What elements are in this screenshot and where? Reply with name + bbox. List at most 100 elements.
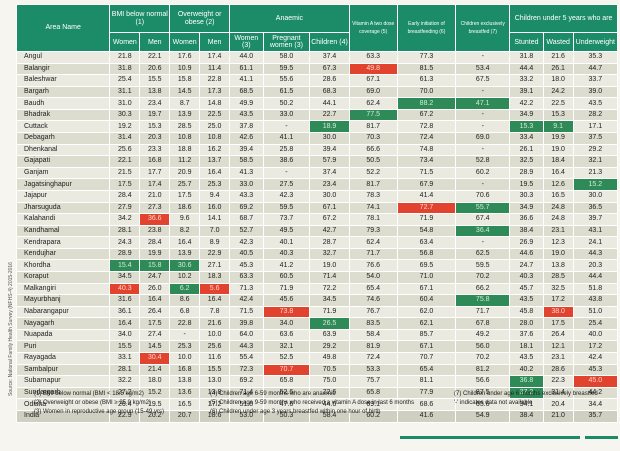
value-cell: 49.9 — [229, 97, 264, 110]
value-cell: 16.5 — [169, 398, 201, 411]
header-stunted: Stunted — [509, 32, 544, 52]
value-cell: 27.1 — [199, 259, 231, 272]
value-cell: - — [455, 51, 511, 64]
area-name-cell: Bhadrak — [15, 108, 111, 122]
header-anaemic-children: Children (4) — [309, 32, 350, 52]
value-cell: 17.5 — [169, 189, 201, 203]
value-cell: 36.8 — [509, 375, 544, 388]
table-row: Bhadrak 30.3 19.7 13.9 22.5 43.5 33.0 22.7 77.5 6… — [15, 108, 619, 122]
area-name-cell: Nuapada — [15, 328, 111, 342]
value-cell: 45.3 — [572, 363, 619, 377]
table-row: Balangir 31.8 20.6 10.9 11.4 61.1 59.5 67.3 49.8… — [15, 62, 619, 76]
value-cell: 19.0 — [542, 143, 574, 157]
value-cell: 71.7 — [348, 247, 398, 261]
value-cell: 71.3 — [229, 282, 264, 296]
area-name-cell: Debagarh — [15, 132, 111, 145]
value-cell: 40.3 — [262, 247, 311, 261]
value-cell: 71.7 — [455, 305, 511, 319]
value-cell: 81.5 — [396, 62, 457, 76]
value-cell: 43.8 — [572, 294, 619, 307]
value-cell: 7.0 — [199, 224, 231, 238]
area-name-cell: Baleshwar — [15, 74, 111, 87]
value-cell: 20.2 — [139, 409, 171, 423]
value-cell: 27.9 — [109, 201, 141, 215]
value-cell: 63.3 — [229, 271, 264, 284]
value-cell: 70.0 — [396, 85, 457, 99]
value-cell: 9.1 — [542, 120, 574, 134]
value-cell: 13.8 — [139, 85, 171, 99]
value-cell: 34.2 — [109, 213, 141, 226]
value-cell: 37.8 — [229, 120, 264, 134]
value-cell: 31.6 — [109, 294, 141, 307]
table-row: Bargarh 31.1 13.8 14.5 17.3 68.5 61.5 68.3 69.0 7… — [15, 85, 619, 99]
value-cell: 67.1 — [396, 282, 457, 296]
value-cell: 33.0 — [262, 108, 311, 122]
value-cell: 54.0 — [348, 271, 398, 284]
value-cell: 23.8 — [139, 224, 171, 238]
area-name-cell: India — [15, 409, 111, 423]
value-cell: 42.3 — [262, 189, 311, 203]
value-cell: 70.5 — [309, 363, 350, 377]
value-cell: 49.5 — [262, 224, 311, 238]
value-cell: 21.4 — [139, 363, 171, 377]
area-name-cell: Kendujhar — [15, 247, 111, 261]
decorative-bar — [400, 436, 580, 439]
area-name-cell: Malkangiri — [15, 282, 111, 296]
value-cell: 6.8 — [169, 305, 201, 319]
value-cell: 44.4 — [509, 62, 544, 76]
value-cell: 25.0 — [199, 120, 231, 134]
area-name-cell: Koraput — [15, 271, 111, 284]
value-cell: 37.5 — [572, 132, 619, 145]
value-cell: 52.2 — [348, 166, 398, 180]
value-cell: 63.4 — [396, 236, 457, 249]
value-cell: 70.3 — [348, 132, 398, 145]
value-cell: 42.2 — [509, 97, 544, 110]
value-cell: 37.4 — [309, 166, 350, 180]
value-cell: 75.7 — [348, 375, 398, 388]
value-cell: 24.8 — [542, 201, 574, 215]
value-cell: 72.3 — [229, 363, 264, 377]
value-cell: 47.1 — [455, 97, 511, 110]
value-cell: - — [455, 120, 511, 134]
area-name-cell: Mayurbhanj — [15, 294, 111, 307]
value-cell: 41.1 — [262, 132, 311, 145]
area-name-cell: Bargarh — [15, 85, 111, 99]
value-cell: 81.1 — [396, 375, 457, 388]
footnote: '-' indicates data not available — [454, 400, 533, 406]
value-cell: 19.2 — [109, 120, 141, 134]
value-cell: 52.5 — [262, 352, 311, 365]
value-cell: 36.1 — [109, 305, 141, 319]
value-cell: 17.2 — [542, 294, 574, 307]
value-cell: 10.0 — [169, 352, 201, 365]
value-cell: 61.5 — [262, 85, 311, 99]
value-cell: 49.2 — [455, 328, 511, 342]
value-cell: 35.3 — [572, 51, 619, 64]
value-cell: 45.8 — [509, 305, 544, 319]
value-cell: 51.0 — [229, 398, 264, 411]
header-wasted: Wasted — [542, 32, 574, 52]
table-header: Area Name BMI below normal (1) Overweigh… — [15, 4, 619, 52]
value-cell: 28.1 — [109, 224, 141, 238]
value-cell: 55.7 — [455, 201, 511, 215]
header-early-breastfeeding: Early initiation of breastfeeding (6) — [396, 4, 457, 52]
value-cell: 32.1 — [572, 155, 619, 168]
value-cell: 14.5 — [169, 85, 201, 99]
value-cell: 39.7 — [572, 213, 619, 226]
value-cell: 30.0 — [309, 189, 350, 203]
value-cell: 30.3 — [509, 189, 544, 203]
value-cell: 60.2 — [455, 166, 511, 180]
value-cell: 13.8 — [169, 375, 201, 388]
value-cell: 17.4 — [199, 51, 231, 64]
value-cell: 40.5 — [229, 247, 264, 261]
footnote: (7) Children under age 6 months exclusiv… — [454, 391, 598, 397]
table-row: Kendrapara 24.3 28.4 16.4 8.9 42.3 40.1 28.7 62.… — [15, 236, 619, 249]
table-row: Khordha 15.4 15.8 30.6 27.1 45.3 41.2 19.0 76.6 6… — [15, 259, 619, 272]
value-cell: 28.0 — [509, 317, 544, 330]
value-cell: 66.6 — [348, 143, 398, 157]
value-cell: 44.2 — [572, 386, 619, 400]
value-cell: 31.8 — [109, 62, 141, 76]
value-cell: 43.3 — [229, 189, 264, 203]
value-cell: 42.3 — [229, 236, 264, 249]
value-cell: 34.9 — [509, 201, 544, 215]
value-cell: 78.1 — [348, 213, 398, 226]
